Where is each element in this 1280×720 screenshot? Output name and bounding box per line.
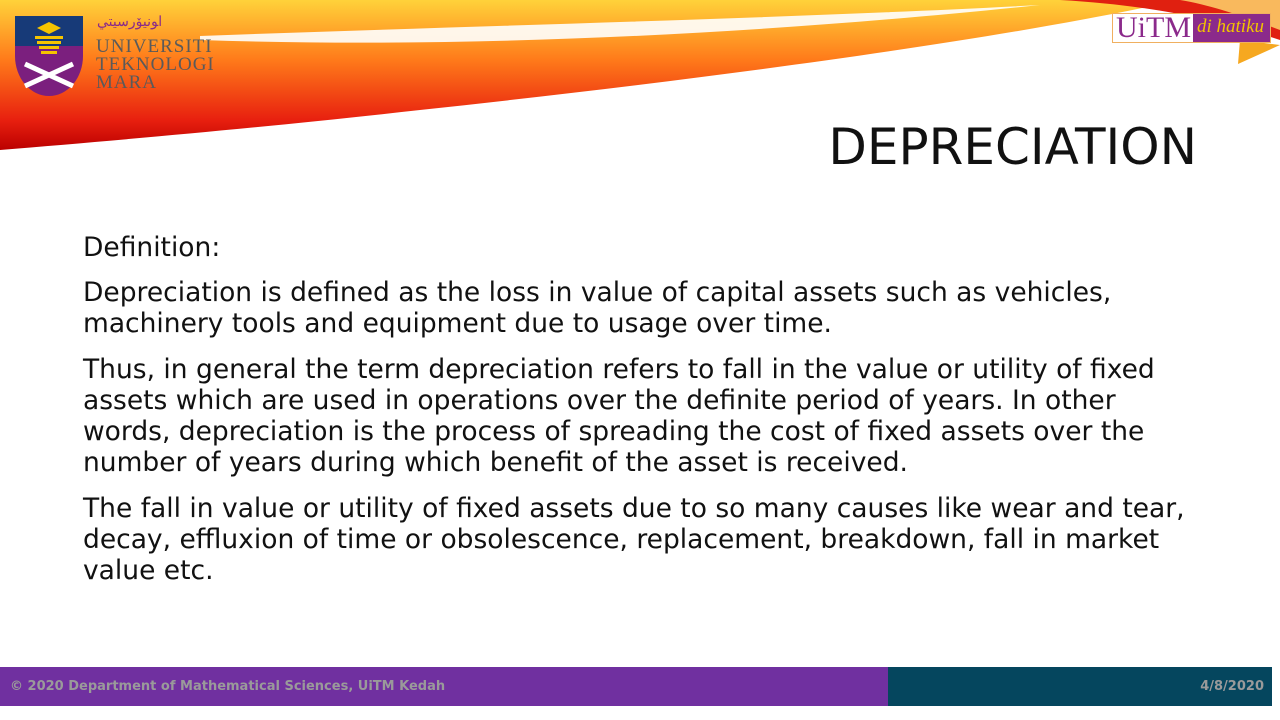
paragraph: Thus, in general the term depreciation r… xyxy=(83,354,1155,478)
badge-main: UiTM xyxy=(1116,11,1191,44)
slide-title: DEPRECIATION xyxy=(828,118,1197,176)
badge-tag: di hatiku xyxy=(1193,14,1271,42)
logo-line: TEKNOLOGI xyxy=(96,54,215,75)
uitm-di-hatiku-badge: UiTM di hatiku xyxy=(1112,11,1272,44)
paragraph: The fall in value or utility of fixed as… xyxy=(83,493,1185,586)
definition-heading: Definition: xyxy=(83,232,221,263)
header-swoosh xyxy=(0,0,1280,150)
logo-line: UNIVERSITI xyxy=(96,36,213,57)
footer: © 2020 Department of Mathematical Scienc… xyxy=(0,667,1272,706)
paragraph: Depreciation is defined as the loss in v… xyxy=(83,277,1112,339)
logo-line: MARA xyxy=(96,72,158,93)
uitm-crest-logo xyxy=(15,16,83,96)
footer-date: 4/8/2020 xyxy=(888,667,1272,706)
slide-body: Definition: Depreciation is defined as t… xyxy=(83,232,1203,601)
footer-copyright: © 2020 Department of Mathematical Scienc… xyxy=(0,667,888,706)
logo-jawi-text: ﺍﻮﻧﻴﯚﺭﺳﻴﺘﻲ xyxy=(97,14,163,30)
logo-wordmark: UNIVERSITI TEKNOLOGI MARA xyxy=(96,36,215,93)
